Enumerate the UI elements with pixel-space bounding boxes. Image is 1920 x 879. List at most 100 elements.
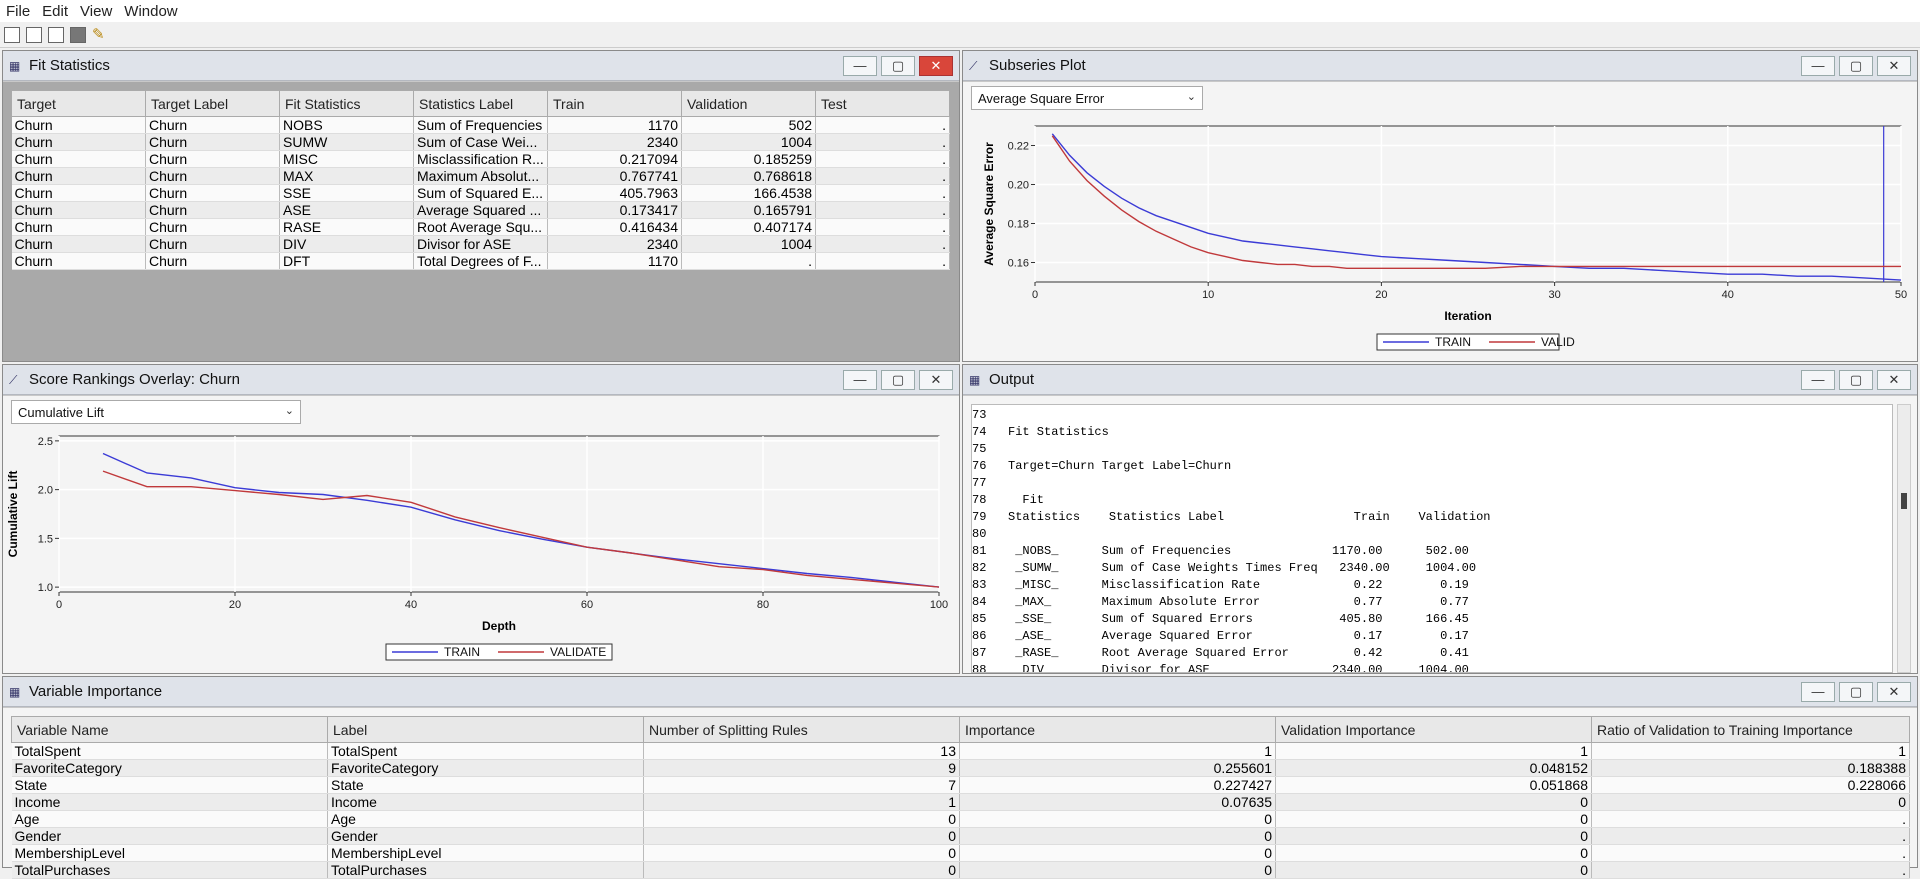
fit-statistics-cell: NOBS <box>279 116 414 134</box>
menu-view[interactable]: View <box>80 2 113 20</box>
variable-importance-cell: State <box>11 776 328 794</box>
table-row[interactable]: Churn Churn DIV Divisor for ASE 2340 1004. <box>11 235 950 253</box>
x-tick-label: 80 <box>757 599 769 611</box>
new-document-icon[interactable] <box>4 26 20 43</box>
subseries-plot-titlebar[interactable]: ⟋ Subseries Plot — ▢ ✕ <box>963 51 1917 81</box>
fit-statistics-cell: MISC <box>279 150 414 168</box>
fit-statistics-header[interactable]: Target <box>11 90 146 117</box>
fit-statistics-cell: . <box>815 133 950 151</box>
variable-importance-cell: 0.048152 <box>1275 759 1592 777</box>
fit-statistics-titlebar[interactable]: ▦ Fit Statistics — ▢ ✕ <box>3 51 959 81</box>
fit-statistics-cell: . <box>681 252 816 270</box>
table-row[interactable]: Churn Churn DFT Total Degrees of F... 1170.. <box>11 252 950 270</box>
table-row[interactable]: Gender Gender 0 0 0. <box>11 827 1910 845</box>
table-row[interactable]: Churn Churn ASE Average Squared ... 0.173417… <box>11 201 950 219</box>
fit-statistics-cell: 0.768618 <box>681 167 816 185</box>
table-row[interactable]: Churn Churn MISC Misclassification R... 0.21… <box>11 150 950 168</box>
plot-area <box>1034 125 1902 283</box>
maximize-button[interactable]: ▢ <box>881 369 915 390</box>
close-button[interactable]: ✕ <box>919 369 953 390</box>
table-row[interactable]: MembershipLevel MembershipLevel 0 0 0. <box>11 844 1910 862</box>
maximize-button[interactable]: ▢ <box>1839 369 1873 390</box>
variable-importance-cell: 0 <box>1275 861 1592 879</box>
maximize-button[interactable]: ▢ <box>1839 681 1873 702</box>
score-rankings-titlebar[interactable]: ⟋ Score Rankings Overlay: Churn — ▢ ✕ <box>3 365 959 395</box>
output-line: 77 <box>972 476 987 490</box>
output-scrollbar[interactable] <box>1897 404 1911 673</box>
fit-statistics-header[interactable]: Train <box>547 90 682 117</box>
variable-importance-cell: 0 <box>1275 793 1592 811</box>
properties-icon[interactable] <box>26 26 42 43</box>
wand-icon[interactable]: ✎ <box>92 25 105 43</box>
y-axis-label: Cumulative Lift <box>7 471 20 558</box>
window-title: Score Rankings Overlay: Churn <box>29 371 240 388</box>
variable-importance-header[interactable]: Validation Importance <box>1275 716 1592 743</box>
table-row[interactable]: TotalSpent TotalSpent 13 1 1 1 <box>11 742 1910 760</box>
variable-importance-header[interactable]: Importance <box>959 716 1276 743</box>
fit-statistics-body: Target Target Label Fit Statistics Statisti… <box>3 82 959 361</box>
variable-importance-cell: 0.255601 <box>959 759 1276 777</box>
fit-statistics-cell: . <box>815 150 950 168</box>
menu-window[interactable]: Window <box>124 2 178 20</box>
table-row[interactable]: TotalPurchases TotalPurchases 0 0 0. <box>11 861 1910 879</box>
minimize-button[interactable]: — <box>1801 369 1835 390</box>
close-button[interactable]: ✕ <box>919 55 953 76</box>
variable-importance-titlebar[interactable]: ▦ Variable Importance — ▢ ✕ <box>3 677 1917 707</box>
variable-importance-cell: Age <box>327 810 644 828</box>
print-icon[interactable] <box>48 26 64 43</box>
close-button[interactable]: ✕ <box>1877 55 1911 76</box>
variable-importance-cell: 0 <box>643 861 960 879</box>
output-text[interactable]: 73 74 Fit Statistics 75 76 Target=Churn Tar… <box>971 404 1893 673</box>
window-title: Subseries Plot <box>989 57 1086 74</box>
fit-statistics-header[interactable]: Validation <box>681 90 816 117</box>
table-row[interactable]: Age Age 0 0 0. <box>11 810 1910 828</box>
variable-importance-cell: 7 <box>643 776 960 794</box>
close-button[interactable]: ✕ <box>1877 369 1911 390</box>
table-row[interactable]: Churn Churn MAX Maximum Absolut... 0.767741 0… <box>11 167 950 185</box>
close-button[interactable]: ✕ <box>1877 681 1911 702</box>
score-statistic-select[interactable]: Cumulative Lift ⌄ <box>11 400 301 424</box>
menu-file[interactable]: File <box>6 2 31 20</box>
table-row[interactable]: Churn Churn SSE Sum of Squared E... 405.7963… <box>11 184 950 202</box>
fit-statistics-header[interactable]: Fit Statistics <box>279 90 414 117</box>
scroll-thumb[interactable] <box>1901 493 1907 509</box>
variable-importance-header[interactable]: Ratio of Validation to Training Importan… <box>1591 716 1910 743</box>
variable-importance-header[interactable]: Variable Name <box>11 716 328 743</box>
fit-statistics-cell: 166.4538 <box>681 184 816 202</box>
table-row[interactable]: Churn Churn NOBS Sum of Frequencies 1170 502. <box>11 116 950 134</box>
table-row[interactable]: Churn Churn SUMW Sum of Case Wei... 2340 1004… <box>11 133 950 151</box>
fit-statistics-cell: DFT <box>279 252 414 270</box>
fit-statistics-header[interactable]: Test <box>815 90 950 117</box>
statistic-select-value: Average Square Error <box>978 91 1105 106</box>
maximize-button[interactable]: ▢ <box>1839 55 1873 76</box>
variable-importance-header[interactable]: Label <box>327 716 644 743</box>
variable-importance-table: Variable Name Label Number of Splitting Ru… <box>11 716 1910 879</box>
table-row[interactable]: Income Income 1 0.07635 0 0 <box>11 793 1910 811</box>
fit-statistics-header[interactable]: Statistics Label <box>413 90 548 117</box>
minimize-button[interactable]: — <box>1801 681 1835 702</box>
output-line: 74 Fit Statistics <box>972 425 1109 439</box>
fit-statistics-header[interactable]: Target Label <box>145 90 280 117</box>
fit-statistics-cell: . <box>815 167 950 185</box>
table-row[interactable]: Churn Churn RASE Root Average Squ... 0.41643… <box>11 218 950 236</box>
output-titlebar[interactable]: ▦ Output — ▢ ✕ <box>963 365 1917 395</box>
toolbar: ✎ <box>0 22 1920 48</box>
minimize-button[interactable]: — <box>843 55 877 76</box>
table-row[interactable]: State State 7 0.227427 0.051868 0.228066 <box>11 776 1910 794</box>
minimize-button[interactable]: — <box>1801 55 1835 76</box>
fit-statistics-cell: Average Squared ... <box>413 201 548 219</box>
variable-importance-header[interactable]: Number of Splitting Rules <box>643 716 960 743</box>
fit-statistics-cell: Churn <box>145 235 280 253</box>
output-line: 76 Target=Churn Target Label=Churn <box>972 459 1232 473</box>
stop-icon[interactable] <box>70 26 86 43</box>
fit-statistics-cell: Churn <box>11 201 146 219</box>
fit-statistics-cell: Churn <box>145 184 280 202</box>
variable-importance-cell: 1 <box>1591 742 1910 760</box>
series-line-validate <box>102 470 940 588</box>
maximize-button[interactable]: ▢ <box>881 55 915 76</box>
menu-edit[interactable]: Edit <box>42 2 69 20</box>
minimize-button[interactable]: — <box>843 369 877 390</box>
table-row[interactable]: FavoriteCategory FavoriteCategory 9 0.25560… <box>11 759 1910 777</box>
output-line: 75 <box>972 442 987 456</box>
statistic-select[interactable]: Average Square Error ⌄ <box>971 86 1203 110</box>
